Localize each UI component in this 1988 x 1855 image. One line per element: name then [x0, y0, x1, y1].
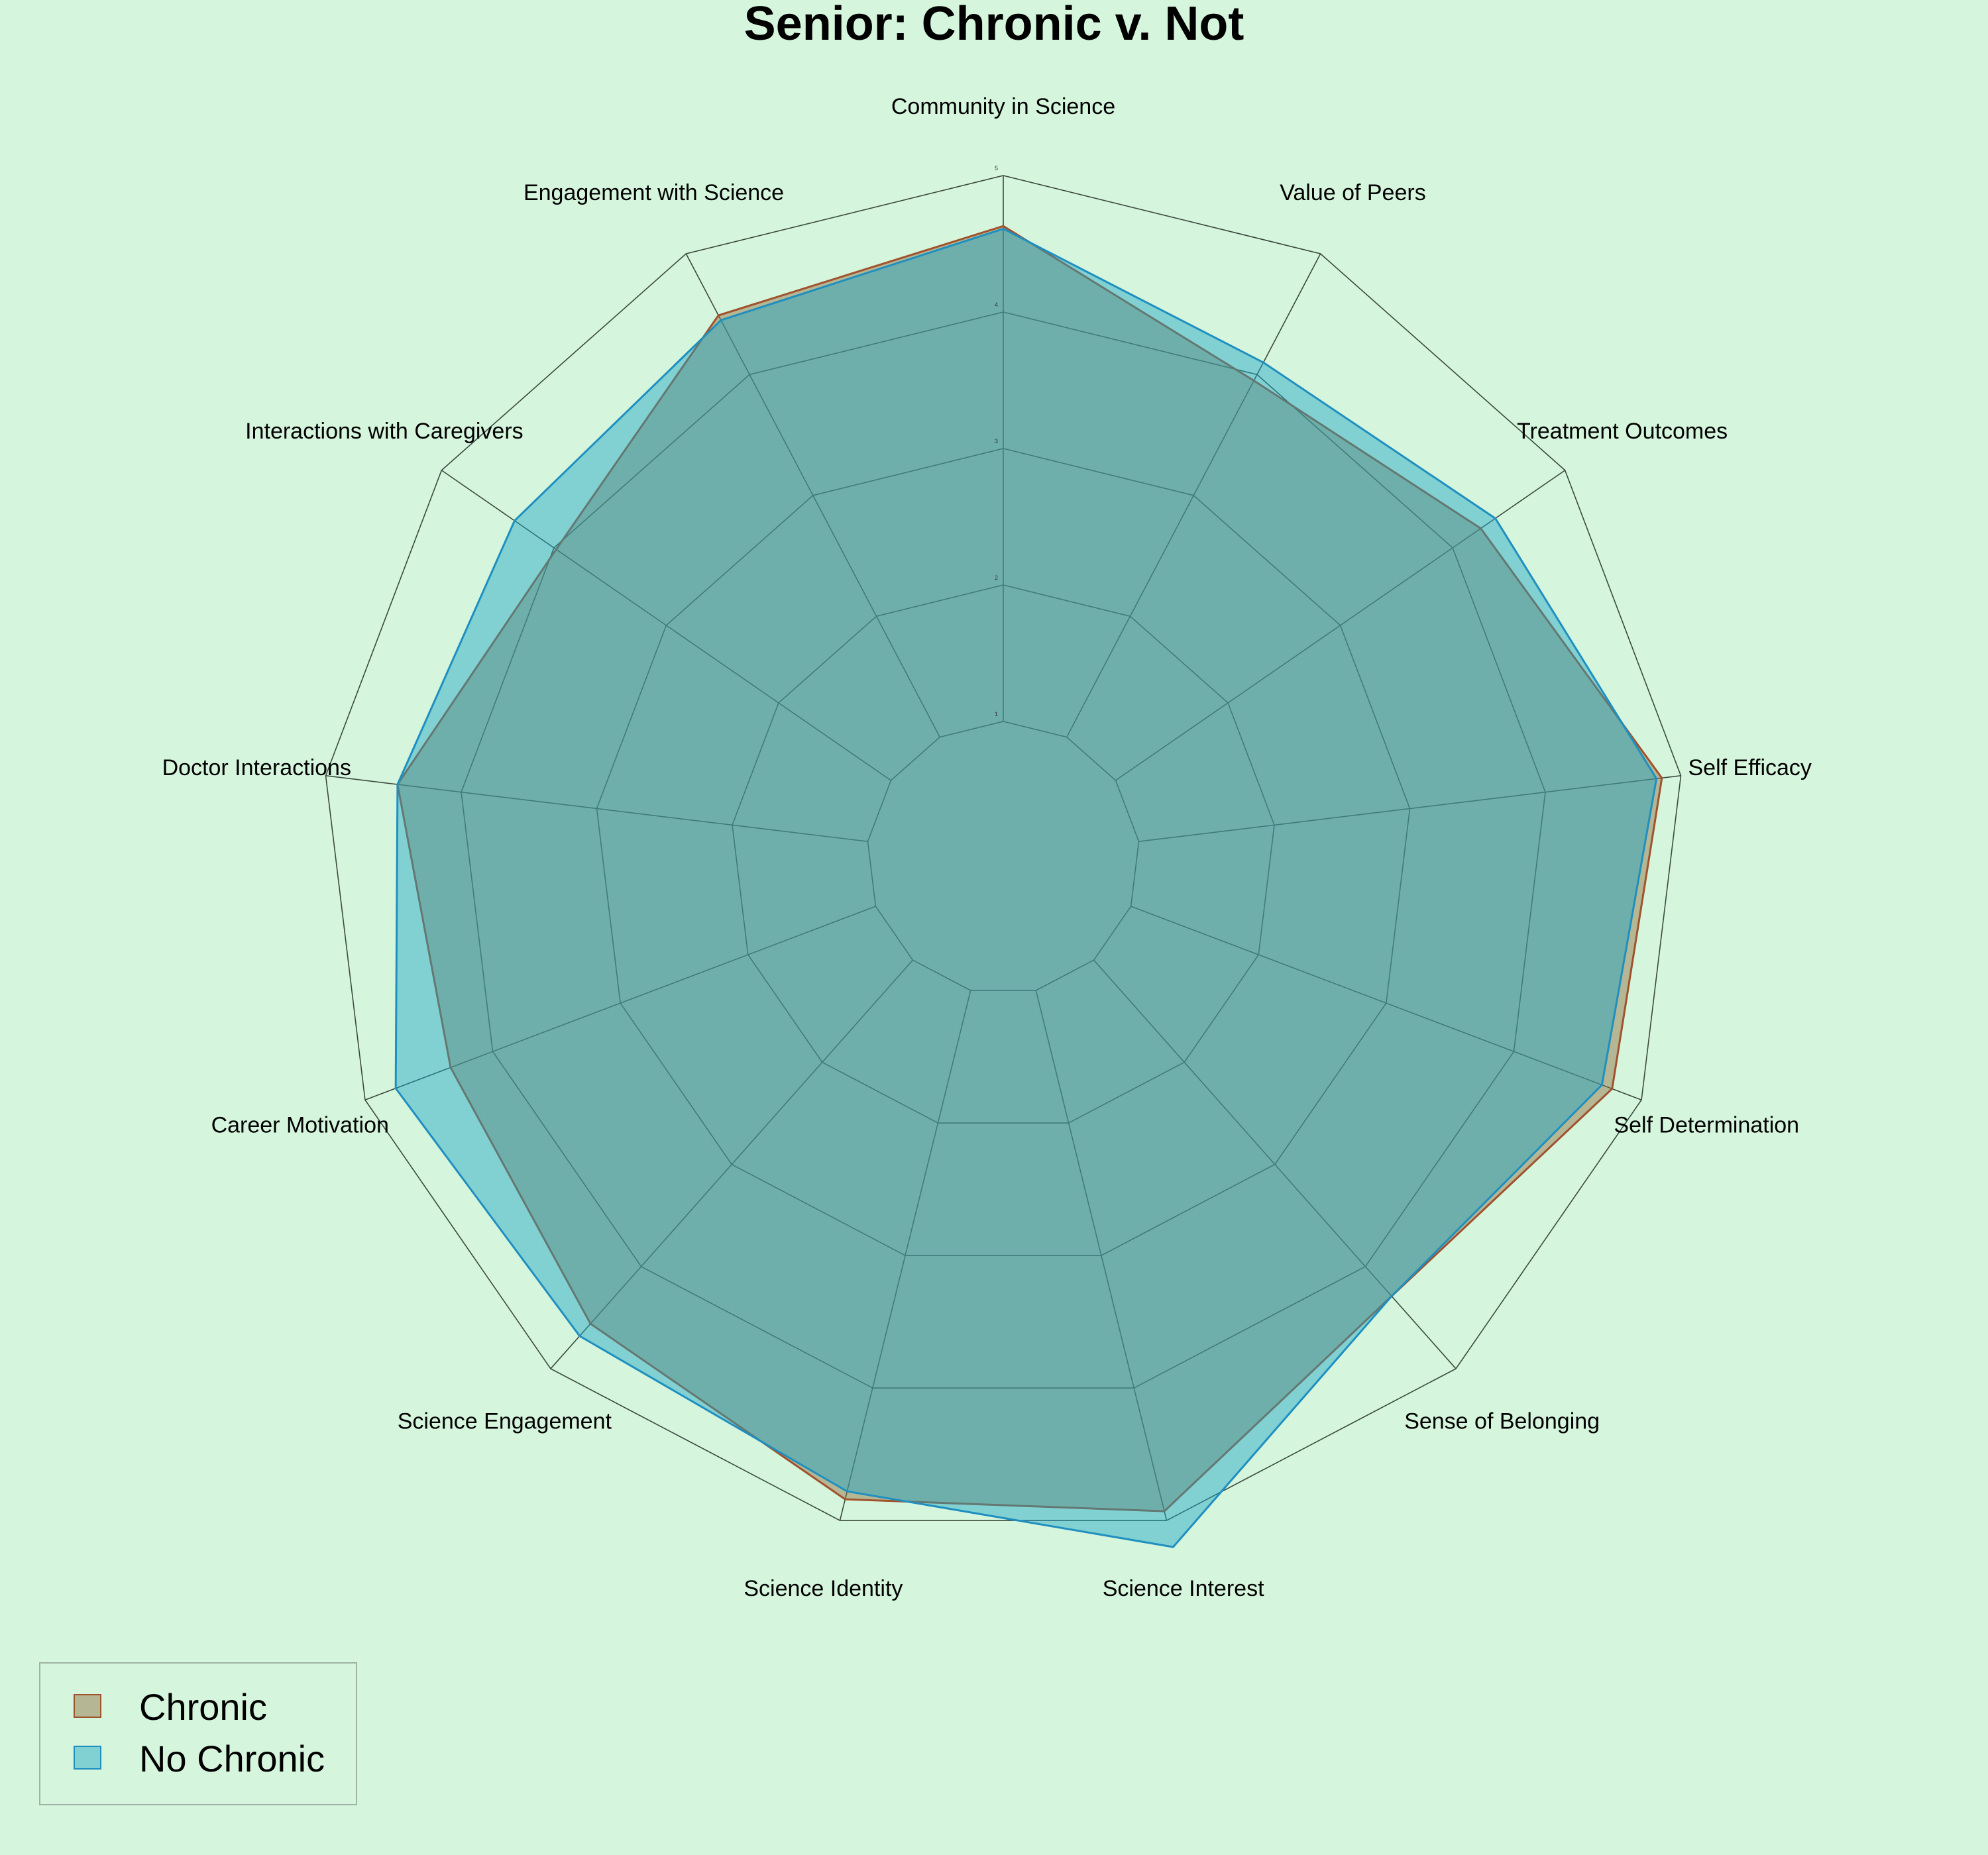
axis-label-13: Engagement with Science — [524, 180, 784, 205]
axis-label-6: Sense of Belonging — [1404, 1409, 1600, 1434]
spoke-9 — [550, 959, 913, 1369]
series-layer — [394, 225, 1663, 1548]
axis-labels: Community in Science Value of Peers Treatm… — [162, 94, 1812, 1601]
grid-ring-3 — [596, 448, 1411, 1256]
grid-ring-2 — [732, 584, 1275, 1124]
spoke-2 — [1066, 253, 1321, 737]
radial-ticks: 1 2 3 4 5 — [995, 165, 998, 717]
axis-label-3: Treatment Outcomes — [1517, 419, 1728, 444]
tick-label-2: 2 — [995, 574, 998, 581]
spoke-4 — [1138, 775, 1681, 842]
chart-title: Senior: Chronic v. Not — [744, 0, 1244, 50]
radar-grid — [325, 175, 1682, 1521]
axis-label-5: Self Determination — [1614, 1112, 1799, 1138]
spoke-11 — [325, 775, 868, 842]
grid-ring-5 — [325, 175, 1682, 1521]
series-area-2 — [394, 227, 1658, 1548]
tick-label-5: 5 — [995, 165, 998, 172]
legend-swatch-no-chronic — [74, 1746, 101, 1770]
spoke-5 — [1131, 906, 1642, 1100]
spoke-8 — [839, 990, 971, 1521]
tick-label-1: 1 — [995, 711, 998, 717]
tick-label-4: 4 — [995, 301, 998, 308]
spoke-12 — [441, 470, 891, 781]
grid-ring-4 — [461, 311, 1546, 1389]
axis-label-12: Interactions with Caregivers — [245, 419, 524, 444]
axis-label-4: Self Efficacy — [1688, 755, 1811, 780]
axis-label-11: Doctor Interactions — [162, 755, 351, 780]
axis-label-2: Value of Peers — [1280, 180, 1426, 205]
spoke-6 — [1093, 959, 1457, 1369]
spoke-7 — [1035, 990, 1168, 1521]
axis-label-8: Science Identity — [744, 1576, 903, 1601]
axis-label-10: Career Motivation — [211, 1112, 389, 1138]
axis-label-7: Science Interest — [1103, 1576, 1264, 1601]
spoke-13 — [685, 253, 940, 737]
legend-box — [39, 1662, 357, 1805]
legend-label-no-chronic: No Chronic — [139, 1738, 325, 1779]
legend-label-chronic: Chronic — [139, 1686, 267, 1728]
legend: Chronic No Chronic — [39, 1662, 357, 1805]
series-area-1 — [396, 225, 1663, 1512]
legend-swatch-chronic — [74, 1694, 101, 1718]
axis-label-1: Community in Science — [891, 94, 1115, 119]
tick-label-3: 3 — [995, 438, 998, 445]
grid-ring-1 — [867, 721, 1140, 991]
axis-label-9: Science Engagement — [398, 1409, 612, 1434]
spoke-3 — [1115, 470, 1566, 781]
